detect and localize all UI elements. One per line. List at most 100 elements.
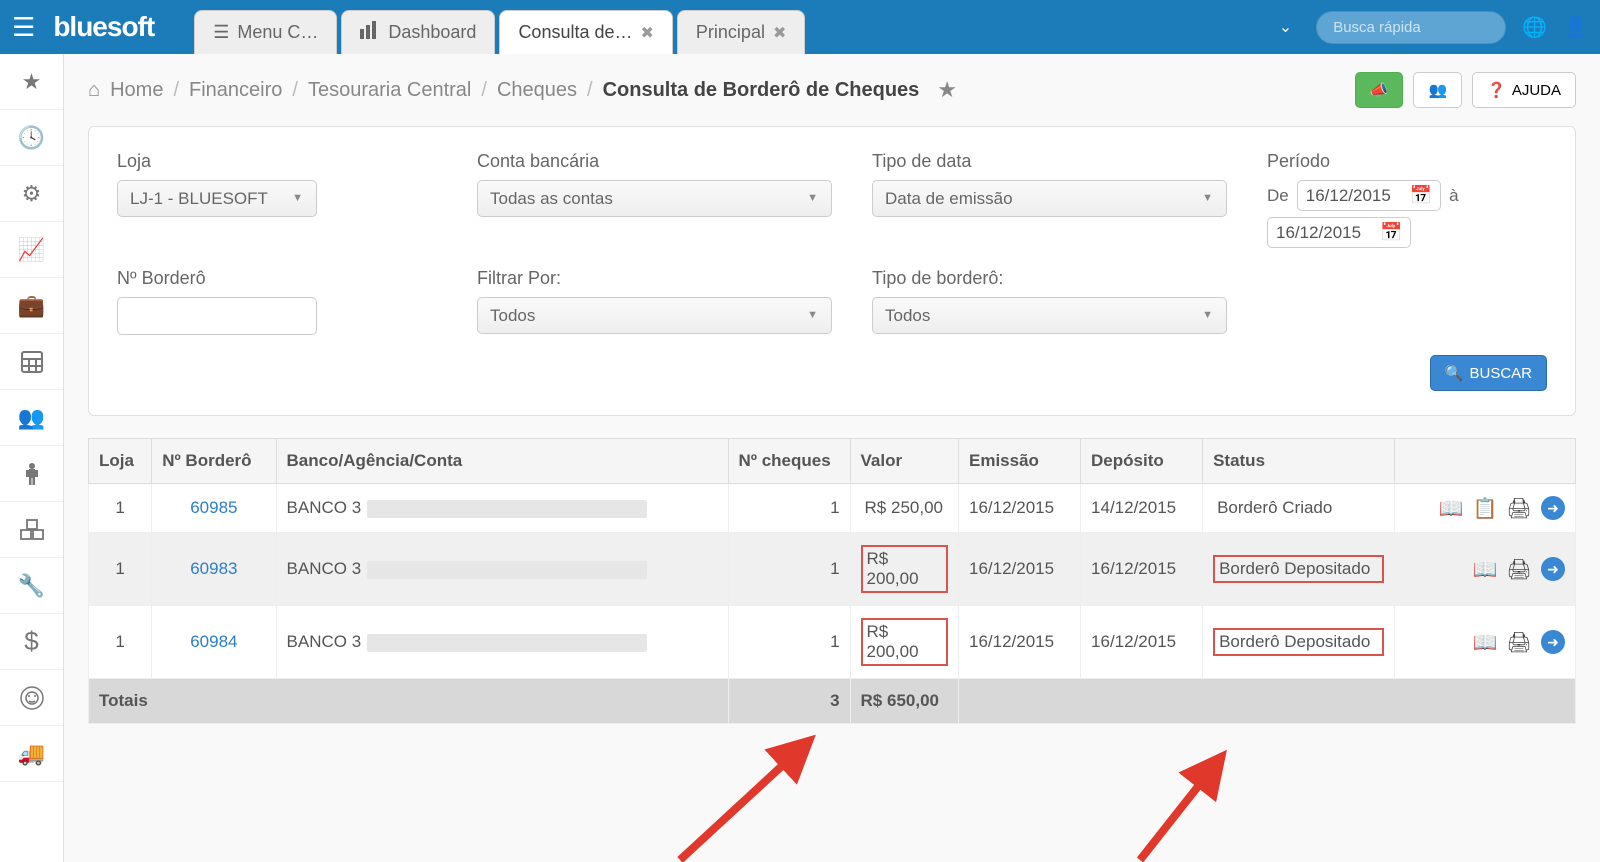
sidebar-calculator[interactable] bbox=[0, 334, 63, 390]
user-icon[interactable]: 👤 bbox=[1563, 15, 1588, 40]
th-deposito[interactable]: Depósito bbox=[1081, 439, 1203, 484]
label-filtrar: Filtrar Por: bbox=[477, 268, 832, 289]
redacted bbox=[367, 500, 647, 518]
print-icon[interactable]: 🖨 bbox=[1507, 496, 1531, 520]
logo[interactable]: bluesoft bbox=[53, 11, 154, 43]
sidebar: ★ 🕓 ⚙ 📈 💼 👥 🔧 $ 🚚 bbox=[0, 54, 64, 862]
results-table: Loja Nº Borderô Banco/Agência/Conta Nº c… bbox=[88, 438, 1576, 724]
sidebar-lion[interactable] bbox=[0, 670, 63, 726]
cell-status: Borderô Depositado bbox=[1203, 533, 1395, 606]
star-icon[interactable]: ★ bbox=[937, 77, 957, 103]
announce-button[interactable]: 📣 bbox=[1355, 72, 1404, 108]
th-valor[interactable]: Valor bbox=[850, 439, 958, 484]
bordero-link[interactable]: 60983 bbox=[190, 559, 237, 578]
totals-ncheques: 3 bbox=[728, 679, 850, 724]
breadcrumb-item[interactable]: Financeiro bbox=[189, 79, 282, 102]
chevron-down-icon[interactable]: ⌄ bbox=[1271, 9, 1300, 45]
cell-valor: R$ 200,00 bbox=[850, 533, 958, 606]
cell-deposito: 16/12/2015 bbox=[1081, 606, 1203, 679]
tab-menu[interactable]: ☰ Menu C… bbox=[194, 10, 337, 54]
arrow-right-icon[interactable]: ➜ bbox=[1541, 496, 1565, 520]
cell-status: Borderô Criado bbox=[1203, 484, 1395, 533]
date-from-input[interactable] bbox=[1306, 186, 1402, 206]
tab-consulta[interactable]: Consulta de… ✖ bbox=[499, 10, 672, 54]
globe-icon[interactable]: 🌐 bbox=[1522, 15, 1547, 40]
tab-dashboard[interactable]: Dashboard bbox=[341, 10, 495, 54]
bar-chart-icon bbox=[360, 21, 380, 44]
select-conta[interactable]: Todas as contas bbox=[477, 180, 832, 217]
print-icon[interactable]: 🖨 bbox=[1507, 630, 1531, 654]
sidebar-briefcase[interactable]: 💼 bbox=[0, 278, 63, 334]
breadcrumb-item[interactable]: Cheques bbox=[497, 79, 577, 102]
sidebar-users[interactable]: 👥 bbox=[0, 390, 63, 446]
cell-deposito: 16/12/2015 bbox=[1081, 533, 1203, 606]
date-to[interactable]: 📅 bbox=[1267, 217, 1411, 248]
th-ncheques[interactable]: Nº cheques bbox=[728, 439, 850, 484]
arrow-right-icon[interactable]: ➜ bbox=[1541, 557, 1565, 581]
sidebar-favorites[interactable]: ★ bbox=[0, 54, 63, 110]
calendar-icon[interactable]: 📅 bbox=[1380, 222, 1402, 243]
sidebar-clock[interactable]: 🕓 bbox=[0, 110, 63, 166]
quick-search-input[interactable] bbox=[1316, 11, 1506, 44]
users-icon: 👥 bbox=[1428, 81, 1447, 99]
bullhorn-icon: 📣 bbox=[1370, 81, 1389, 99]
cell-bordero: 60985 bbox=[152, 484, 276, 533]
sidebar-truck[interactable]: 🚚 bbox=[0, 726, 63, 782]
table-row: 1 60983 BANCO 3 1 R$ 200,00 16/12/2015 1… bbox=[89, 533, 1576, 606]
select-tipo-bordero[interactable]: Todos bbox=[872, 297, 1227, 334]
close-icon[interactable]: ✖ bbox=[773, 23, 786, 43]
date-to-input[interactable] bbox=[1276, 223, 1372, 243]
date-from[interactable]: 📅 bbox=[1297, 180, 1441, 211]
label-periodo: Período bbox=[1267, 151, 1547, 172]
close-icon[interactable]: ✖ bbox=[641, 23, 654, 43]
th-status[interactable]: Status bbox=[1203, 439, 1395, 484]
cell-emissao: 16/12/2015 bbox=[959, 533, 1081, 606]
bordero-link[interactable]: 60984 bbox=[190, 632, 237, 651]
breadcrumb-item[interactable]: Tesouraria Central bbox=[308, 79, 471, 102]
bordero-link[interactable]: 60985 bbox=[190, 498, 237, 517]
table-row: 1 60985 BANCO 3 1 R$ 250,00 16/12/2015 1… bbox=[89, 484, 1576, 533]
th-banco[interactable]: Banco/Agência/Conta bbox=[276, 439, 728, 484]
th-emissao[interactable]: Emissão bbox=[959, 439, 1081, 484]
cell-ncheques: 1 bbox=[728, 484, 850, 533]
cell-bordero: 60984 bbox=[152, 606, 276, 679]
cell-actions: 📖 🖨 ➜ bbox=[1395, 606, 1576, 679]
buscar-button[interactable]: 🔍 BUSCAR bbox=[1430, 355, 1547, 391]
sidebar-packages[interactable] bbox=[0, 502, 63, 558]
page-actions: 📣 👥 ❓ AJUDA bbox=[1355, 72, 1576, 108]
table-row: 1 60984 BANCO 3 1 R$ 200,00 16/12/2015 1… bbox=[89, 606, 1576, 679]
calendar-icon[interactable]: 📅 bbox=[1410, 185, 1432, 206]
arrow-right-icon[interactable]: ➜ bbox=[1541, 630, 1565, 654]
select-loja[interactable]: LJ-1 - BLUESOFT bbox=[117, 180, 317, 217]
cell-loja: 1 bbox=[89, 533, 152, 606]
cell-ncheques: 1 bbox=[728, 533, 850, 606]
sidebar-dollar[interactable]: $ bbox=[0, 614, 63, 670]
select-filtrar[interactable]: Todos bbox=[477, 297, 832, 334]
hamburger-icon[interactable]: ☰ bbox=[12, 12, 35, 43]
book-icon[interactable]: 📖 bbox=[1473, 630, 1497, 654]
breadcrumb: ⌂ Home / Financeiro / Tesouraria Central… bbox=[88, 77, 957, 103]
cell-actions: 📖 📋 🖨 ➜ bbox=[1395, 484, 1576, 533]
help-icon: ❓ bbox=[1487, 81, 1506, 99]
cell-banco: BANCO 3 bbox=[276, 533, 728, 606]
sidebar-settings[interactable]: ⚙ bbox=[0, 166, 63, 222]
sidebar-person[interactable] bbox=[0, 446, 63, 502]
clipboard-icon[interactable]: 📋 bbox=[1473, 496, 1497, 520]
th-bordero[interactable]: Nº Borderô bbox=[152, 439, 276, 484]
print-icon[interactable]: 🖨 bbox=[1507, 557, 1531, 581]
th-loja[interactable]: Loja bbox=[89, 439, 152, 484]
book-icon[interactable]: 📖 bbox=[1473, 557, 1497, 581]
label-loja: Loja bbox=[117, 151, 437, 172]
main-content: ⌂ Home / Financeiro / Tesouraria Central… bbox=[64, 54, 1600, 862]
breadcrumb-sep: / bbox=[173, 79, 179, 102]
book-icon[interactable]: 📖 bbox=[1439, 496, 1463, 520]
help-button[interactable]: ❓ AJUDA bbox=[1472, 72, 1576, 108]
sidebar-analytics[interactable]: 📈 bbox=[0, 222, 63, 278]
select-tipo-data[interactable]: Data de emissão bbox=[872, 180, 1227, 217]
tab-principal[interactable]: Principal ✖ bbox=[677, 10, 805, 54]
input-n-bordero[interactable] bbox=[117, 297, 317, 335]
sidebar-wrench[interactable]: 🔧 bbox=[0, 558, 63, 614]
breadcrumb-home[interactable]: Home bbox=[110, 79, 163, 102]
redacted bbox=[367, 561, 647, 579]
users-button[interactable]: 👥 bbox=[1413, 72, 1462, 108]
